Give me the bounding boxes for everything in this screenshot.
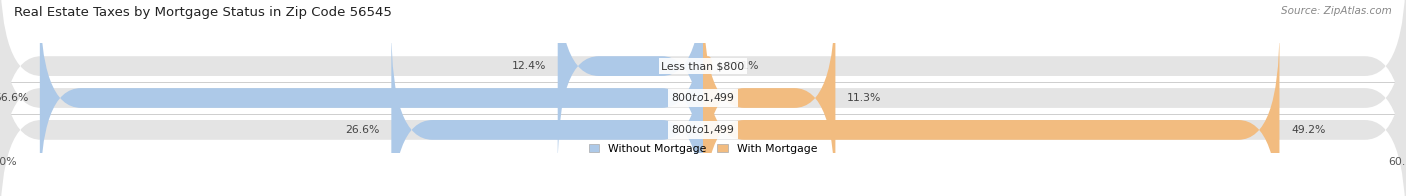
- Text: 26.6%: 26.6%: [346, 125, 380, 135]
- Text: 11.3%: 11.3%: [846, 93, 882, 103]
- Text: 56.6%: 56.6%: [0, 93, 28, 103]
- Text: Source: ZipAtlas.com: Source: ZipAtlas.com: [1281, 6, 1392, 16]
- FancyBboxPatch shape: [703, 56, 713, 76]
- Text: Less than $800: Less than $800: [661, 61, 745, 71]
- Text: 12.4%: 12.4%: [512, 61, 546, 71]
- FancyBboxPatch shape: [558, 0, 703, 168]
- Text: 49.2%: 49.2%: [1291, 125, 1326, 135]
- Text: $800 to $1,499: $800 to $1,499: [671, 92, 735, 104]
- FancyBboxPatch shape: [391, 28, 703, 196]
- Legend: Without Mortgage, With Mortgage: Without Mortgage, With Mortgage: [585, 140, 821, 158]
- Text: 0.81%: 0.81%: [724, 61, 759, 71]
- FancyBboxPatch shape: [39, 0, 703, 196]
- FancyBboxPatch shape: [703, 28, 1279, 196]
- FancyBboxPatch shape: [0, 0, 1406, 168]
- FancyBboxPatch shape: [703, 0, 835, 196]
- Text: $800 to $1,499: $800 to $1,499: [671, 123, 735, 136]
- FancyBboxPatch shape: [0, 28, 1406, 196]
- Text: Real Estate Taxes by Mortgage Status in Zip Code 56545: Real Estate Taxes by Mortgage Status in …: [14, 6, 392, 19]
